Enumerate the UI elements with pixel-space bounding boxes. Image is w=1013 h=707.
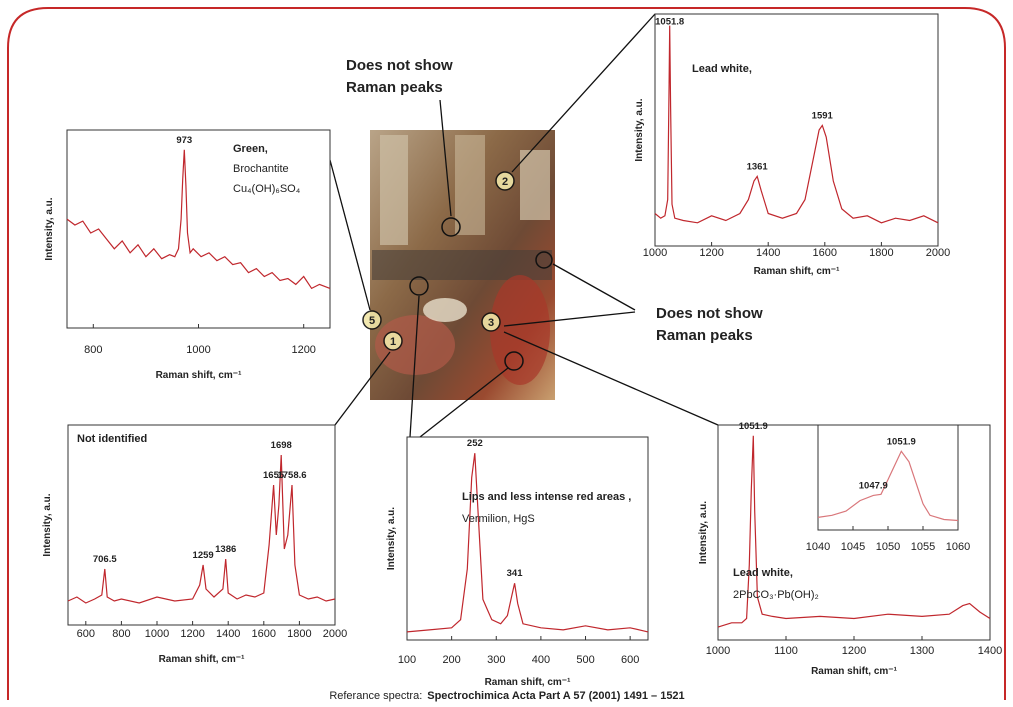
x-tick-label: 1800 <box>869 247 893 259</box>
x-tick-label: 500 <box>576 654 594 666</box>
x-tick-label: 1100 <box>774 645 798 657</box>
x-tick-label: 600 <box>77 628 95 640</box>
note: Green, <box>233 143 268 155</box>
x-tick-label: 1060 <box>946 541 970 553</box>
x-tick-label: 100 <box>398 654 416 666</box>
peak-label: 1259 <box>193 550 214 561</box>
x-axis-label: Raman shift, cm⁻¹ <box>485 677 572 688</box>
x-tick-label: 1400 <box>978 645 1002 657</box>
annotation: Does not show <box>656 305 763 322</box>
annotation: Does not show <box>346 57 453 74</box>
x-tick-label: 1000 <box>186 344 210 356</box>
y-axis-label: Intensity, a.u. <box>634 98 645 161</box>
x-axis-label: Raman shift, cm⁻¹ <box>754 266 841 277</box>
peak-label: 973 <box>176 135 192 146</box>
x-tick-label: 1000 <box>145 628 169 640</box>
note: Vermilion, HgS <box>462 513 535 525</box>
x-tick-label: 1000 <box>643 247 667 259</box>
peak-label: 1591 <box>812 110 834 121</box>
note: Not identified <box>77 433 147 445</box>
chart: 800 1000 1200 973 Raman shift, cm⁻¹ Intensity… <box>44 130 330 381</box>
sample-label: 1 <box>390 336 396 348</box>
chart: 1000 1200 1400 1600 1800 2000 1051.8 1361 1591 Ra… <box>634 14 950 277</box>
peak-label: 1051.9 <box>887 436 916 447</box>
plot-frame <box>407 437 648 640</box>
x-tick-label: 1045 <box>841 541 865 553</box>
x-tick-label: 1200 <box>699 247 723 259</box>
y-axis-label: Intensity, a.u. <box>386 507 397 570</box>
peak-label: 1051.9 <box>739 421 768 432</box>
note: Cu₄(OH)₆SO₄ <box>233 183 301 195</box>
peak-label: 341 <box>507 568 524 579</box>
x-tick-label: 1600 <box>813 247 837 259</box>
footer-prefix: Referance spectra: <box>329 690 422 702</box>
peak-label: 252 <box>467 438 483 449</box>
sample-label: 3 <box>488 317 494 329</box>
x-tick-label: 1600 <box>252 628 276 640</box>
chart: 100 200 300 400 500 600 252 341 Raman shift, cm⁻… <box>386 437 648 688</box>
peak-label: 1051.8 <box>655 16 684 27</box>
x-tick-label: 1400 <box>216 628 240 640</box>
x-tick-label: 1055 <box>911 541 935 553</box>
note: Brochantite <box>233 163 289 175</box>
x-tick-label: 1200 <box>842 645 866 657</box>
x-tick-label: 1300 <box>910 645 934 657</box>
peak-label: 1758.6 <box>277 470 306 481</box>
annotation: Raman peaks <box>656 327 753 344</box>
x-tick-label: 1400 <box>756 247 780 259</box>
x-tick-label: 2000 <box>323 628 347 640</box>
footer: Referance spectra: Spectrochimica Acta Pa… <box>329 690 684 702</box>
sample-label: 2 <box>502 176 508 188</box>
x-axis-label: Raman shift, cm⁻¹ <box>811 666 898 677</box>
painting <box>370 130 555 400</box>
plot-frame <box>68 425 335 625</box>
x-tick-label: 600 <box>621 654 639 666</box>
plot-frame <box>67 130 330 328</box>
annotation: Raman peaks <box>346 79 443 96</box>
x-tick-label: 800 <box>84 344 102 356</box>
y-axis-label: Intensity, a.u. <box>698 501 709 564</box>
sample-label: 5 <box>369 315 375 327</box>
x-tick-label: 1050 <box>876 541 900 553</box>
x-tick-label: 800 <box>112 628 130 640</box>
x-tick-label: 400 <box>532 654 550 666</box>
y-axis-label: Intensity, a.u. <box>44 197 55 260</box>
plot-frame <box>655 14 938 246</box>
note: 2PbCO₃·Pb(OH)₂ <box>733 589 819 601</box>
peak-label: 1386 <box>215 544 236 555</box>
x-tick-label: 1040 <box>806 541 830 553</box>
x-tick-label: 1000 <box>706 645 730 657</box>
x-tick-label: 200 <box>442 654 460 666</box>
x-axis-label: Raman shift, cm⁻¹ <box>156 370 243 381</box>
peak-label: 1361 <box>747 161 769 172</box>
footer-source: Spectrochimica Acta Part A 57 (2001) 149… <box>427 690 684 702</box>
peak-label: 1698 <box>271 440 292 451</box>
note: Lead white, <box>692 63 752 75</box>
x-tick-label: 300 <box>487 654 505 666</box>
figure: 80010001200973Raman shift, cm⁻¹Intensity… <box>0 0 1013 707</box>
x-tick-label: 1200 <box>180 628 204 640</box>
x-tick-label: 2000 <box>926 247 950 259</box>
note: Lead white, <box>733 567 793 579</box>
peak-label: 706.5 <box>93 554 117 565</box>
peak-label: 1047.9 <box>859 480 888 491</box>
y-axis-label: Intensity, a.u. <box>42 493 53 556</box>
x-axis-label: Raman shift, cm⁻¹ <box>159 654 246 665</box>
x-tick-label: 1200 <box>291 344 315 356</box>
note: Lips and less intense red areas , <box>462 491 631 503</box>
x-tick-label: 1800 <box>287 628 311 640</box>
